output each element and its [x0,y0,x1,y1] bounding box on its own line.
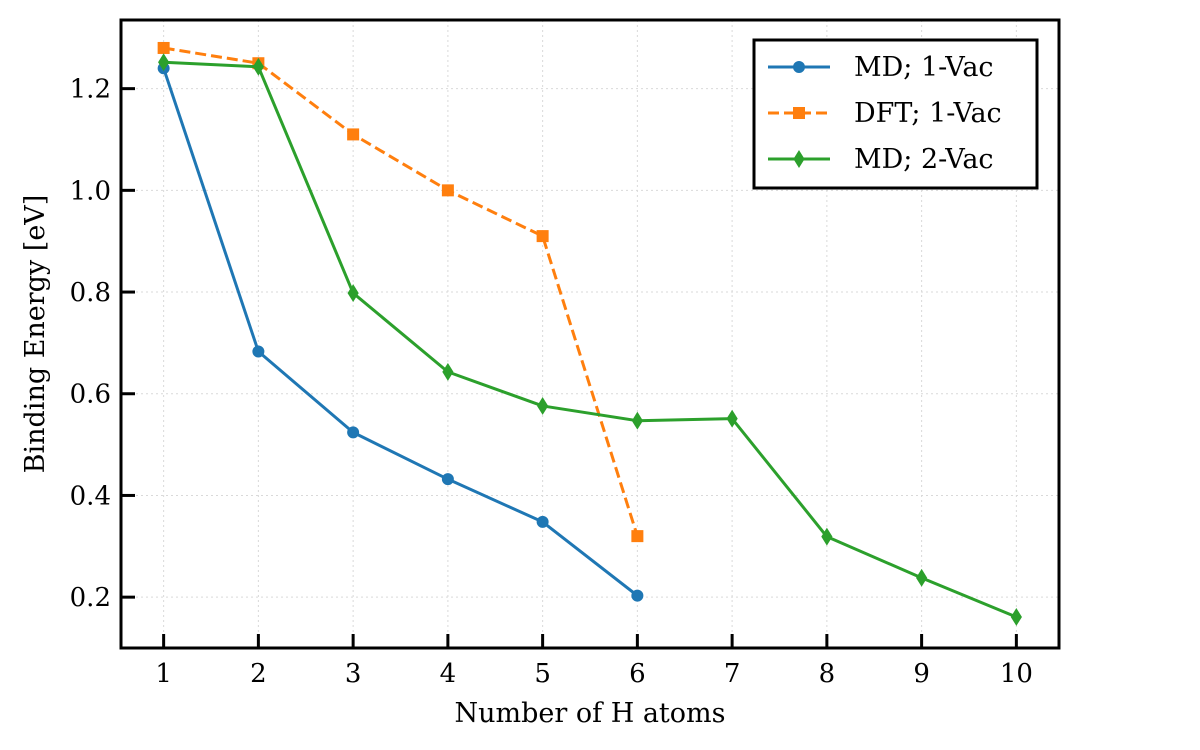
legend-label: DFT; 1-Vac [854,98,1002,129]
data-point [347,426,360,439]
legend-marker [793,150,805,168]
legend-entry: MD; 2-Vac [768,144,994,175]
y-axis-label: Binding Energy [eV] [20,195,51,474]
y-tick-label: 1.0 [70,176,111,206]
x-tick-label: 6 [629,659,646,689]
data-point [536,515,549,528]
x-tick-label: 10 [1000,659,1033,689]
series-2 [158,53,1022,626]
x-tick-label: 3 [345,659,362,689]
x-tick-label: 4 [440,659,457,689]
legend-marker [793,61,805,73]
data-point [536,230,549,243]
legend-entry: DFT; 1-Vac [768,98,1002,129]
data-point [157,41,170,54]
series-line [162,67,639,597]
y-tick-label: 1.2 [70,75,111,105]
data-point [347,284,359,303]
data-point [916,568,928,587]
data-point [158,53,170,72]
x-tick-label: 9 [913,659,930,689]
series-1 [157,41,644,543]
legend-marker [793,107,805,119]
x-axis-label: Number of H atoms [455,698,726,729]
data-point [1010,608,1022,626]
data-point [441,473,454,486]
legend-entry: MD; 1-Vac [768,52,994,83]
x-tick-label: 7 [724,659,741,689]
ticks: 1 2 3 4 5 6 7 8 9 10 0.2 0.4 0.6 0.8 1.0 1.2 [70,75,1033,689]
x-tick-label: 5 [534,659,551,689]
legend-label: MD; 2-Vac [854,144,994,175]
y-tick-label: 0.8 [70,278,111,308]
x-tick-label: 8 [819,659,836,689]
data-point [726,409,738,428]
x-tick-label: 1 [155,659,172,689]
legend: MD; 1-Vac DFT; 1-Vac MD; 2-Vac [752,38,1039,190]
series-line [163,60,1017,619]
y-tick-label: 0.2 [70,583,111,613]
series-layer [157,41,1022,626]
data-point [252,57,264,76]
data-point [631,589,644,602]
plot-frame [119,18,1061,650]
data-point [441,184,454,197]
data-point [347,128,360,141]
data-point [537,397,549,415]
data-point [252,345,265,358]
data-point [821,527,833,546]
data-point [631,411,643,430]
data-point [442,362,454,381]
legend-label: MD; 1-Vac [854,52,994,83]
y-tick-label: 0.6 [70,380,111,410]
x-tick-label: 2 [250,659,267,689]
y-tick-label: 0.4 [70,481,111,511]
data-point [631,530,644,543]
series-line [163,46,639,537]
